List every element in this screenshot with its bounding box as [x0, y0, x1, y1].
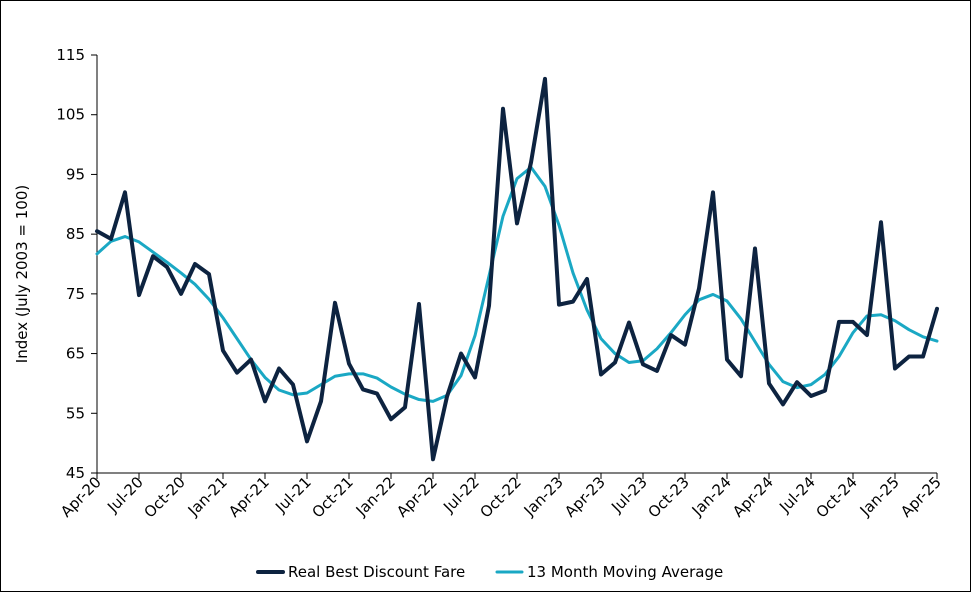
y-tick-label: 55 — [66, 404, 85, 422]
x-tick-label: Jan-24 — [688, 473, 735, 520]
x-axis-ticks — [96, 473, 938, 479]
y-tick-label: 45 — [66, 464, 85, 482]
x-tick-label: Apr-22 — [393, 473, 441, 521]
legend: Real Best Discount Fare 13 Month Moving … — [256, 563, 723, 581]
y-tick-label: 65 — [66, 345, 85, 363]
y-tick-label: 105 — [56, 106, 85, 124]
x-tick-label: Oct-24 — [812, 473, 860, 521]
x-tick-label: Apr-24 — [729, 473, 777, 521]
x-tick-label: Apr-23 — [561, 473, 609, 521]
x-tick-label: Jan-23 — [520, 473, 567, 520]
x-tick-label: Jul-20 — [103, 473, 147, 517]
x-tick-label: Oct-23 — [644, 473, 692, 521]
y-tick-label: 115 — [56, 46, 85, 64]
x-tick-label: Jul-22 — [439, 473, 483, 517]
x-tick-label: Jul-23 — [607, 473, 651, 517]
x-tick-label: Jan-21 — [184, 473, 231, 520]
series-line-13-month-moving-average — [95, 165, 939, 403]
x-tick-label: Jul-24 — [775, 473, 819, 517]
legend-label-13-month-moving-average: 13 Month Moving Average — [527, 563, 723, 581]
y-axis-ticks — [91, 54, 97, 474]
y-tick-label: 85 — [66, 225, 85, 243]
series-line-real-best-discount-fare — [95, 76, 939, 462]
x-tick-label: Oct-21 — [308, 473, 356, 521]
legend-label-real-best-discount-fare: Real Best Discount Fare — [288, 563, 465, 581]
x-tick-label: Jan-25 — [856, 473, 903, 520]
y-axis-title: Index (July 2003 = 100) — [13, 185, 31, 363]
y-axis-tick-labels: 45 55 65 75 85 95 105 115 — [56, 46, 85, 482]
series-lines — [95, 76, 939, 462]
x-tick-label: Oct-22 — [476, 473, 524, 521]
x-tick-label: Apr-25 — [897, 473, 945, 521]
x-tick-label: Oct-20 — [140, 473, 188, 521]
y-tick-label: 95 — [66, 165, 85, 183]
x-tick-label: Jul-21 — [271, 473, 315, 517]
x-tick-label: Jan-22 — [352, 473, 399, 520]
x-tick-label: Apr-21 — [225, 473, 273, 521]
y-tick-label: 75 — [66, 285, 85, 303]
